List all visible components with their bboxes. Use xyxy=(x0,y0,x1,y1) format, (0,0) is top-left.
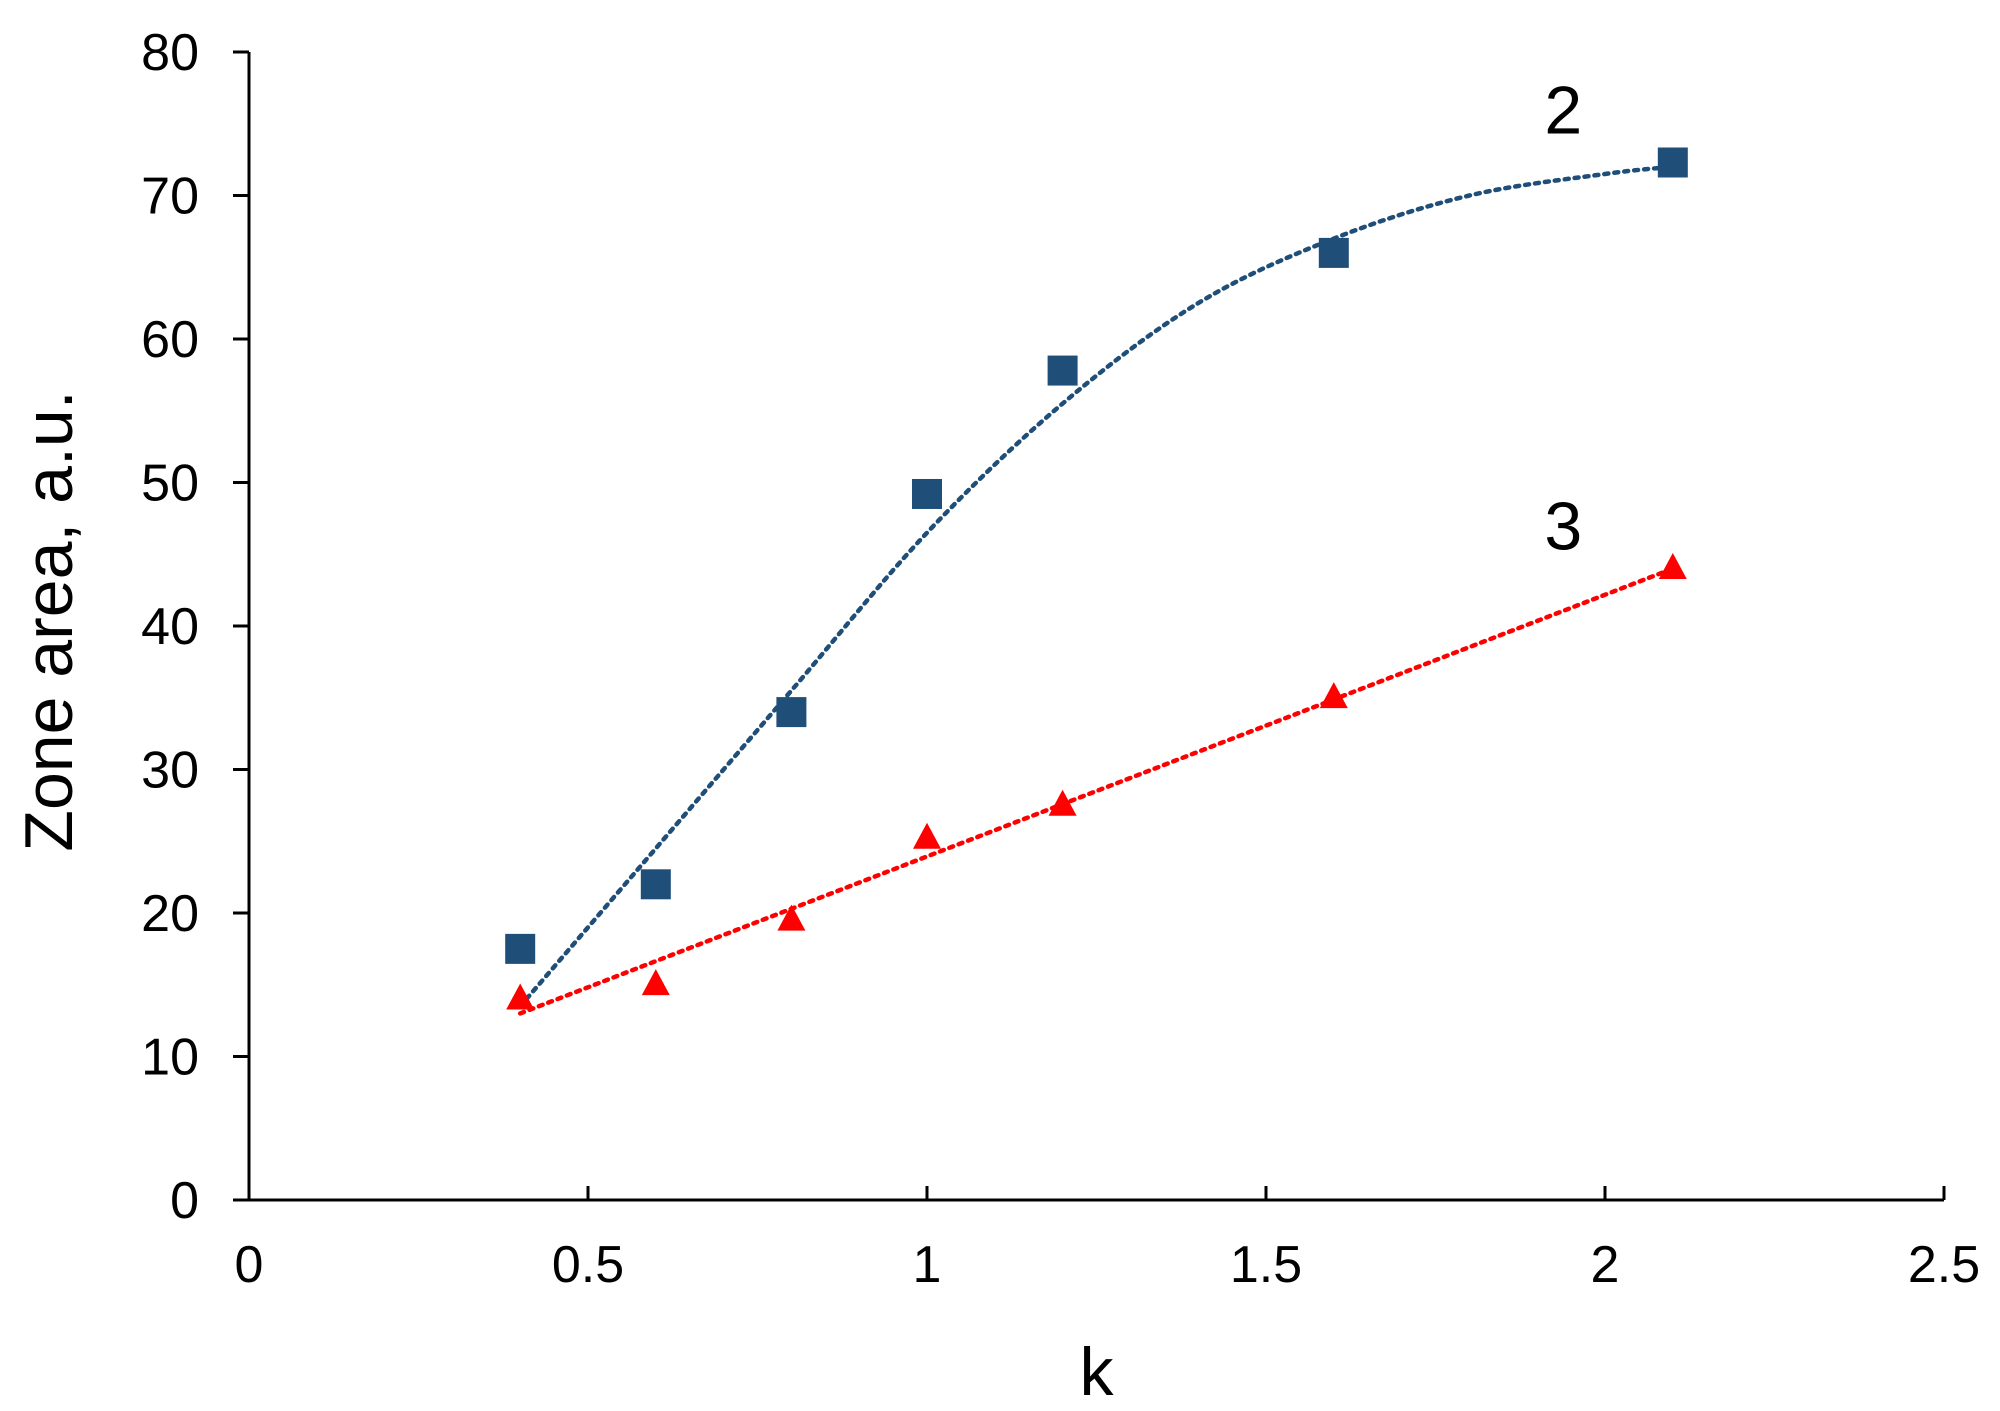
data-markers xyxy=(505,147,1688,1010)
data-point-square xyxy=(640,869,671,900)
y-tick-label: 0 xyxy=(170,1172,199,1230)
data-point-square xyxy=(1047,355,1078,386)
data-point-square xyxy=(505,933,536,964)
y-tick-label: 40 xyxy=(141,598,199,656)
x-tick-label: 1.5 xyxy=(1230,1236,1302,1294)
x-tick-label: 0.5 xyxy=(552,1236,624,1294)
labels: k Zone area, a.u. 2 3 xyxy=(11,72,1582,1410)
y-axis-title: Zone area, a.u. xyxy=(11,390,87,851)
data-point-triangle xyxy=(641,969,670,996)
x-tick-label: 1 xyxy=(913,1236,942,1294)
data-point-triangle xyxy=(1048,789,1077,816)
axes xyxy=(247,52,1944,1202)
data-point-triangle xyxy=(1658,553,1687,579)
data-point-triangle xyxy=(913,822,941,849)
trendline-series-2 xyxy=(517,164,1676,1009)
trendline-series-3 xyxy=(517,566,1676,1016)
trendline-layer xyxy=(517,164,1676,1016)
ticks: 0 0.5 1 1.5 2 2.5 0 10 20 30 40 50 60 70 80 xyxy=(141,24,1980,1294)
x-tick-label: 2 xyxy=(1591,1236,1620,1294)
data-point-square xyxy=(776,697,807,728)
x-tick-label: 0 xyxy=(235,1236,264,1294)
x-axis-title: k xyxy=(1080,1334,1115,1410)
x-tick-label: 2.5 xyxy=(1908,1236,1980,1294)
y-tick-label: 30 xyxy=(141,742,199,800)
data-point-square xyxy=(1318,237,1349,268)
y-tick-label: 70 xyxy=(141,168,199,226)
y-tick-label: 60 xyxy=(141,311,199,369)
data-point-triangle xyxy=(1319,682,1348,709)
data-point-triangle xyxy=(506,983,535,1010)
data-point-square xyxy=(1657,147,1688,178)
series-label: 3 xyxy=(1544,489,1582,565)
y-tick-label: 20 xyxy=(141,885,199,943)
data-point-triangle xyxy=(777,904,806,931)
y-tick-label: 50 xyxy=(141,455,199,513)
series-label: 2 xyxy=(1544,72,1582,148)
y-tick-label: 10 xyxy=(141,1029,199,1087)
y-tick-label: 80 xyxy=(141,24,199,82)
data-point-square xyxy=(912,478,942,509)
